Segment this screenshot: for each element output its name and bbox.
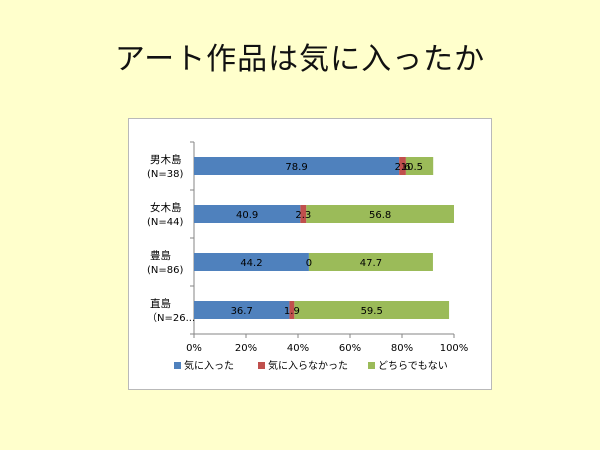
category-label: 豊島 (150, 249, 171, 262)
data-label: 40.9 (236, 210, 258, 221)
legend-swatch (368, 362, 375, 369)
legend-swatch (258, 362, 265, 369)
data-label: 0 (306, 258, 312, 269)
bar-segment (399, 157, 406, 175)
stacked-bar-chart: 0% 20% 40% 60% 80% 100% 男木島 (N=38) 78.9 2.610.5 女木… (147, 141, 468, 372)
category-sample-label: (N=44) (147, 217, 183, 228)
bar-segment (405, 157, 434, 175)
data-label: 59.5 (361, 306, 383, 317)
x-tick-label: 40% (287, 343, 309, 354)
category-sample-label: (N=86) (147, 265, 183, 276)
category-label: 女木島 (150, 201, 182, 214)
bar-segment (308, 253, 433, 271)
data-label: 2.3 (295, 210, 311, 221)
bars-layer (194, 157, 454, 319)
category-sample-label: (N=38) (147, 169, 183, 180)
legend-swatch (174, 362, 181, 369)
data-label: 10.5 (401, 162, 423, 173)
legend-label: 気に入った (184, 359, 234, 372)
labels-layer: 0% 20% 40% 60% 80% 100% 男木島 (N=38) 78.9 2.610.5 女木… (147, 153, 468, 354)
legend-label: どちらでもない (378, 360, 448, 372)
bar-segment (194, 157, 400, 175)
x-tick-label: 80% (391, 343, 413, 354)
bar-segment (194, 253, 309, 271)
bar-segment (294, 301, 450, 319)
data-label: 56.8 (369, 210, 391, 221)
legend-label: 気に入らなかった (268, 359, 348, 372)
x-tick-label: 20% (235, 343, 257, 354)
data-label: 78.9 (285, 162, 307, 173)
category-sample-label: （N=26... (147, 312, 195, 324)
legend: 気に入った 気に入らなかった どちらでもない (174, 359, 448, 372)
category-label: 直島 (150, 297, 171, 310)
data-label: 44.2 (240, 258, 262, 269)
bar-segment (194, 205, 301, 223)
x-tick-label: 0% (186, 343, 202, 354)
bar-segment (194, 301, 290, 319)
bar-segment (306, 205, 454, 223)
data-label: 36.7 (231, 306, 253, 317)
bar-segment (289, 301, 295, 319)
category-label: 男木島 (150, 153, 182, 166)
data-label: 2.6 (395, 162, 411, 173)
x-tick-label: 60% (339, 343, 361, 354)
x-tick-label: 100% (440, 343, 469, 354)
slide-title: アート作品は気に入ったか (114, 42, 486, 77)
data-label: 1.9 (284, 306, 300, 317)
data-label: 47.7 (360, 258, 382, 269)
bar-segment (300, 205, 307, 223)
